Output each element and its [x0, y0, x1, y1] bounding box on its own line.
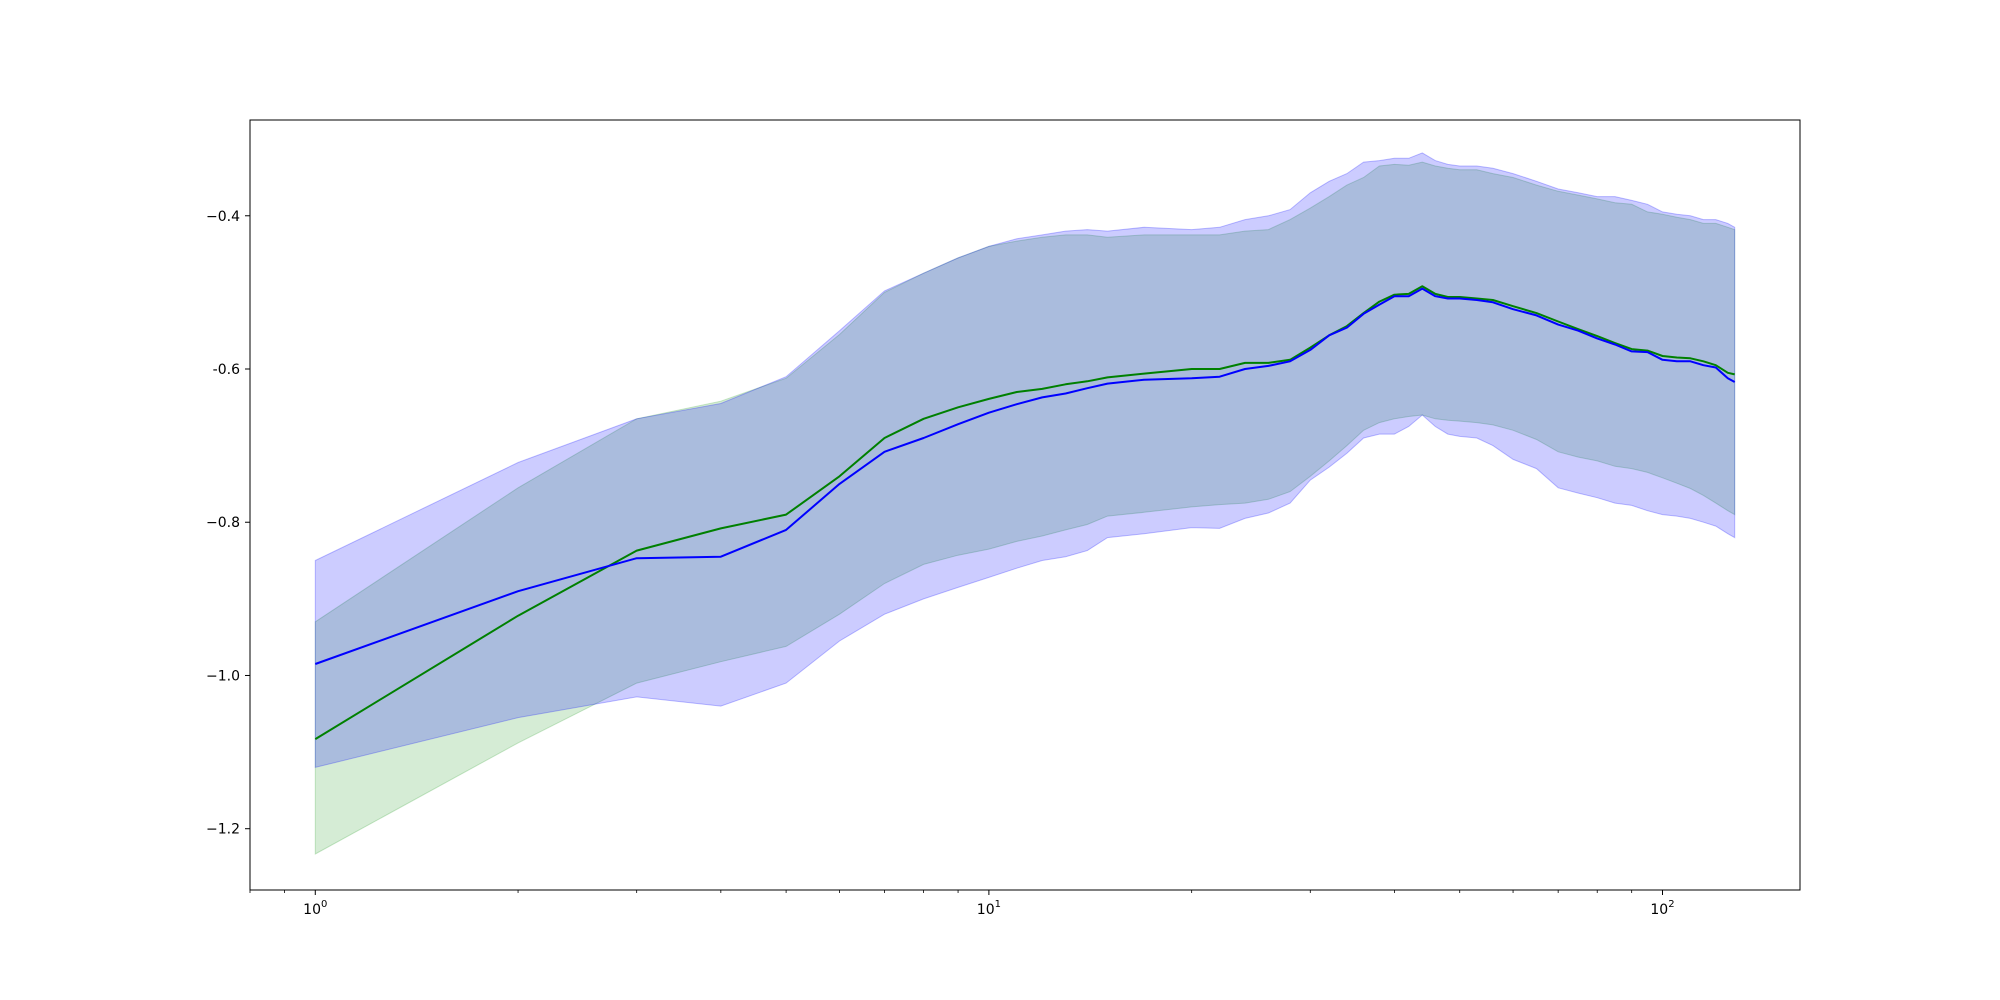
series-2-line [314, 287, 1736, 665]
y-tick-label: −1.0 [206, 668, 240, 684]
x-tick-label: 101 [977, 899, 1001, 918]
x-axis: 100 101 102 [249, 890, 1675, 918]
y-tick-label: −0.4 [206, 209, 240, 225]
series-1-band [314, 161, 1736, 855]
confidence-bands [314, 152, 1736, 855]
series-lines [314, 285, 1736, 740]
y-tick-label: −1.2 [206, 822, 240, 838]
x-tick-label: 102 [1650, 899, 1674, 918]
plot-frame [249, 119, 1801, 891]
y-axis: −0.4 -0.6 −0.8 −1.0 −1.2 [206, 209, 250, 838]
y-tick-label: -0.6 [213, 362, 240, 378]
y-tick-label: −0.8 [206, 515, 240, 531]
x-tick-label: 100 [303, 899, 327, 918]
series-2-band [314, 152, 1736, 769]
